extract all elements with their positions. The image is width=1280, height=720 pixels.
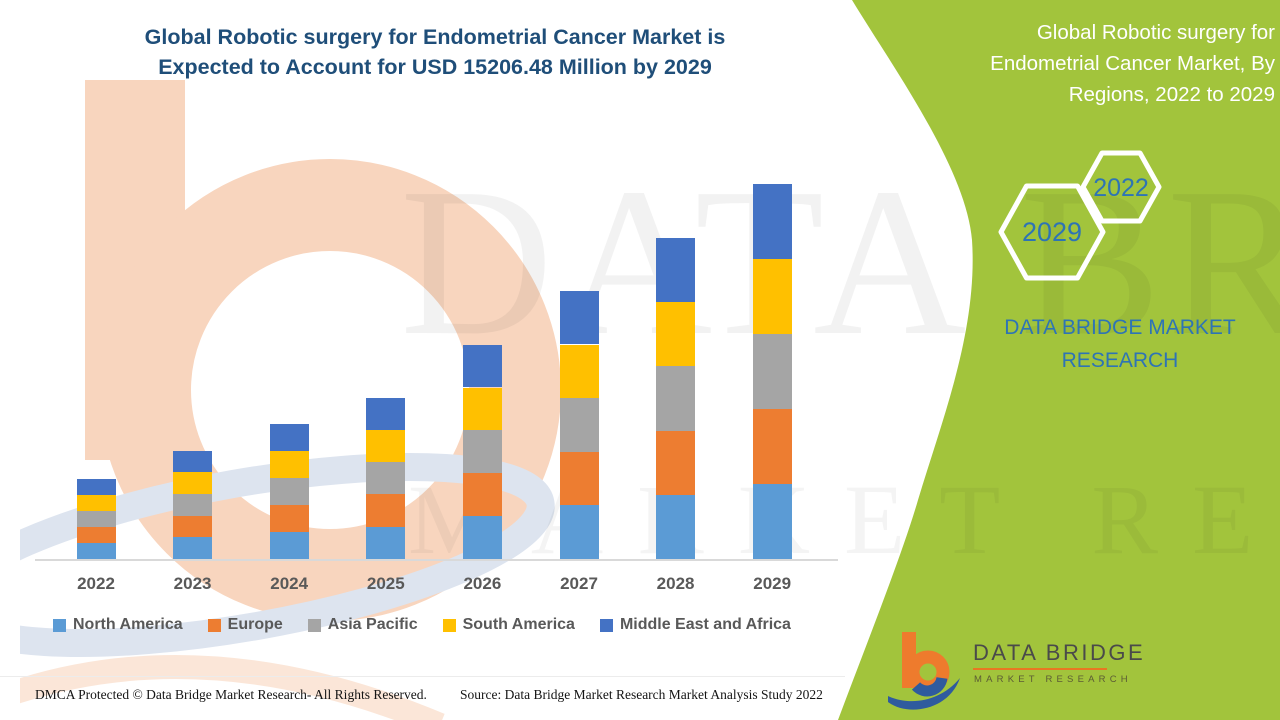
bar-segment-2028-south-america (656, 302, 696, 367)
bar-segment-2023-middle-east-and-africa (173, 450, 213, 473)
logo-underline (973, 668, 1107, 670)
x-axis-label-2024: 2024 (270, 574, 309, 593)
footer-source-text: Source: Data Bridge Market Research Mark… (460, 687, 823, 702)
logo-name: DATA BRIDGE (973, 640, 1146, 665)
legend-swatch-icon-south-america (442, 618, 456, 632)
x-axis-label-2026: 2026 (463, 574, 502, 593)
legend-item-asia-pacific: Asia Pacific (307, 616, 418, 634)
hexagon-2029-label: 2029 (1021, 217, 1083, 247)
bar-segment-2027-south-america (559, 344, 599, 399)
bar-segment-2026-south-america (462, 387, 502, 431)
bar-segment-2027-middle-east-and-africa (559, 290, 599, 345)
bar-segment-2026-middle-east-and-africa (462, 344, 502, 388)
page-title-line2: Expected to Account for USD 15206.48 Mil… (158, 55, 712, 79)
x-axis-label-2027: 2027 (560, 574, 598, 593)
bar-segment-2025-north-america (366, 526, 406, 559)
bar-segment-2023-south-america (173, 472, 213, 494)
bar-segment-2023-asia-pacific (173, 494, 213, 516)
bar-segment-2024-south-america (269, 451, 309, 479)
bar-segment-2022-asia-pacific (76, 511, 116, 528)
bar-segment-2024-europe (269, 505, 309, 533)
legend-item-north-america: North America (53, 616, 183, 634)
panel-title-line3: Regions, 2022 to 2029 (1068, 83, 1275, 106)
footer-divider (0, 676, 845, 677)
bar-segment-2022-south-america (76, 495, 116, 512)
bar-segment-2028-asia-pacific (656, 366, 696, 431)
panel-title-line2: Endometrial Cancer Market, By (990, 52, 1275, 75)
bar-segment-2028-europe (656, 430, 696, 495)
bar-segment-2023-north-america (173, 537, 213, 559)
legend-swatch-icon-north-america (53, 618, 66, 632)
panel-brand-line2: RESEARCH (1061, 349, 1179, 372)
bar-segment-2027-north-america (559, 505, 599, 559)
legend-label-north-america: North America (73, 616, 183, 633)
bar-segment-2029-south-america (752, 259, 792, 334)
panel-shape (838, 0, 1280, 720)
bar-segment-2024-asia-pacific (269, 478, 309, 506)
x-axis-label-2022: 2022 (77, 574, 115, 593)
page-title-line1: Global Robotic surgery for Endometrial C… (144, 25, 726, 49)
panel-title-line1: Global Robotic surgery for (1036, 21, 1275, 44)
dbmr-ghost-logo-watermark (20, 80, 561, 720)
legend-swatch-icon-asia-pacific (307, 618, 321, 632)
bar-segment-2026-europe (462, 473, 502, 517)
legend-item-europe: Europe (207, 616, 283, 634)
bar-segment-2028-middle-east-and-africa (656, 238, 696, 303)
legend-label-middle-east-and-africa: Middle East and Africa (619, 616, 791, 633)
footer-dmca-text: DMCA Protected © Data Bridge Market Rese… (35, 687, 427, 702)
dbmr-logo-icon (888, 632, 960, 710)
bar-segment-2025-europe (366, 494, 406, 527)
logo-subtitle: MARKET RESEARCH (974, 674, 1132, 685)
bar-segment-2022-europe (76, 527, 116, 544)
x-axis-label-2023: 2023 (173, 574, 212, 593)
panel-brand-text: DATA BRIDGE MARKET RESEARCH (960, 311, 1280, 377)
chart-area: 2022 2023 2024 2025 2026 2027 2028 2029 (35, 160, 845, 620)
legend-swatch-icon-europe (207, 618, 221, 632)
legend-swatch-icon-middle-east-and-africa (599, 618, 613, 632)
bar-segment-2026-north-america (462, 516, 502, 559)
legend-item-middle-east-and-africa: Middle East and Africa (599, 616, 791, 634)
green-panel-background (838, 0, 1280, 720)
bar-segment-2029-north-america (752, 484, 792, 559)
bar-segment-2025-asia-pacific (366, 462, 406, 495)
legend-label-asia-pacific: Asia Pacific (327, 616, 418, 633)
bar-segment-2024-north-america (269, 532, 309, 559)
bar-segment-2025-south-america (366, 429, 406, 463)
bar-segment-2027-asia-pacific (559, 398, 599, 452)
bar-segment-2029-middle-east-and-africa (752, 184, 792, 259)
bar-segment-2024-middle-east-and-africa (269, 424, 309, 452)
panel-title: Global Robotic surgery for Endometrial C… (900, 17, 1275, 110)
page-title: Global Robotic surgery for Endometrial C… (40, 22, 830, 82)
x-axis-label-2025: 2025 (366, 574, 405, 593)
bar-segment-2025-middle-east-and-africa (366, 397, 406, 430)
hexagon-2022-label: 2022 (1093, 174, 1149, 202)
bar-segment-2029-asia-pacific (752, 334, 792, 409)
x-axis-label-2028: 2028 (656, 574, 695, 593)
panel-brand-line1: DATA BRIDGE MARKET (1004, 316, 1236, 339)
bar-segment-2028-north-america (656, 494, 696, 559)
bar-segment-2026-asia-pacific (462, 430, 502, 474)
bar-segment-2022-middle-east-and-africa (76, 479, 116, 496)
legend-label-europe: Europe (227, 616, 283, 633)
bar-segment-2022-north-america (76, 543, 116, 559)
legend-item-south-america: South America (442, 616, 575, 634)
legend-label-south-america: South America (462, 616, 575, 633)
x-axis-line (35, 559, 838, 561)
x-axis-label-2029: 2029 (753, 574, 792, 593)
chart-legend: North America Europe Asia Pacific South Ame… (53, 616, 791, 634)
bar-segment-2029-europe (752, 409, 792, 484)
bar-segment-2023-europe (173, 515, 213, 538)
bar-segment-2027-europe (559, 451, 599, 506)
